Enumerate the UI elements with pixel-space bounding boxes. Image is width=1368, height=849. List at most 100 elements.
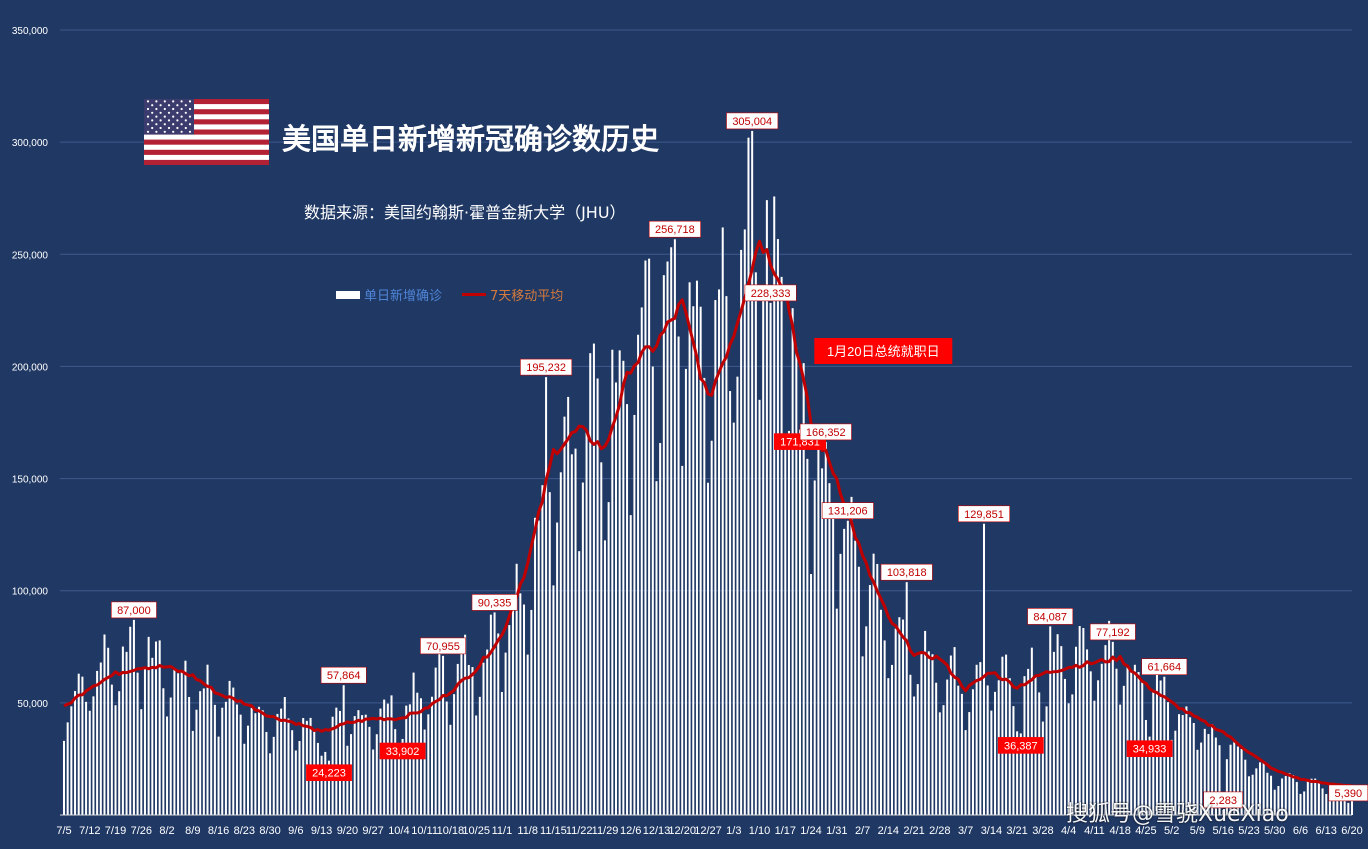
flag-star (155, 130, 158, 133)
data-label-box (726, 112, 779, 130)
daily-bar (718, 289, 721, 815)
daily-bar (504, 652, 507, 815)
daily-bar (1049, 626, 1052, 815)
daily-bar (261, 710, 264, 815)
daily-bar (1192, 722, 1195, 815)
daily-bar (537, 520, 540, 815)
daily-bar (905, 582, 908, 815)
daily-bar (596, 378, 599, 815)
daily-bar (769, 302, 772, 815)
data-label-box (957, 505, 1010, 523)
daily-bar (916, 684, 919, 815)
daily-bar (180, 671, 183, 815)
data-label-box (997, 737, 1044, 754)
daily-bar (887, 678, 890, 815)
y-tick-label: 250,000 (12, 250, 49, 261)
daily-bar (821, 468, 824, 815)
daily-bar (589, 353, 592, 815)
flag-star (163, 123, 166, 126)
flag-star (188, 107, 192, 111)
x-tick-label: 10/4 (388, 825, 409, 837)
daily-bar (633, 414, 636, 815)
daily-bar (1306, 781, 1309, 815)
daily-bar (1030, 647, 1033, 815)
daily-bar (228, 680, 231, 815)
daily-bar (1052, 651, 1055, 815)
data-labels: 87,000 24,223 57,864 33,902 70,955 90,335 195,… (111, 112, 1368, 809)
daily-bar (876, 563, 879, 815)
daily-bar (618, 350, 621, 815)
data-label: 228,333 (751, 288, 791, 300)
daily-bar (1063, 678, 1066, 815)
daily-bar (530, 609, 533, 815)
chart-title: 美国单日新增新冠确诊数历史 (282, 122, 660, 156)
daily-bar (408, 704, 411, 815)
daily-bar (982, 523, 986, 815)
daily-bar (1185, 706, 1188, 815)
daily-bar (626, 404, 629, 815)
flag-star (167, 111, 171, 114)
daily-bar (283, 697, 286, 815)
daily-bar (699, 306, 702, 815)
daily-bar (949, 655, 952, 815)
x-tick-label: 4/25 (1135, 825, 1156, 837)
daily-bar (280, 708, 283, 815)
daily-bar (1295, 781, 1298, 815)
daily-bar (235, 704, 238, 815)
daily-bar (979, 662, 982, 815)
us-flag-icon (144, 99, 269, 165)
legend-bar-label: 单日新增确诊 (364, 289, 443, 304)
daily-bar (254, 713, 257, 815)
daily-bar (1078, 626, 1081, 815)
daily-bar (1211, 724, 1214, 815)
y-tick-label: 150,000 (12, 475, 49, 486)
daily-bar (460, 652, 463, 815)
data-label: 195,232 (526, 362, 566, 374)
daily-bar (62, 740, 66, 815)
data-label: 5,390 (1335, 788, 1363, 800)
data-label-box (1126, 740, 1173, 758)
daily-bar (640, 307, 643, 815)
daily-bar (96, 670, 99, 815)
flag-star (167, 104, 171, 107)
x-tick-label: 1/3 (726, 825, 741, 837)
data-label: 87,000 (117, 605, 151, 617)
daily-bar (909, 674, 912, 815)
daily-bar (195, 709, 198, 815)
x-tick-label: 4/11 (1084, 825, 1105, 837)
daily-bar (1045, 706, 1048, 815)
daily-bar (129, 626, 132, 815)
flag-star (176, 126, 179, 130)
daily-bar (570, 454, 573, 815)
daily-bar (250, 707, 253, 815)
daily-bar (287, 718, 290, 815)
daily-bar (191, 730, 194, 815)
daily-bar (747, 137, 750, 815)
x-tick-label: 4/18 (1109, 825, 1130, 837)
daily-bar (1203, 728, 1206, 815)
daily-bar (670, 247, 673, 815)
daily-bar (1273, 789, 1276, 815)
daily-bar (298, 741, 301, 815)
x-tick-label: 2/7 (855, 825, 870, 837)
x-tick-label: 10/11 (411, 825, 438, 837)
daily-bar (500, 691, 503, 815)
daily-bar (964, 730, 967, 815)
daily-bar (511, 594, 514, 815)
daily-bar (162, 688, 165, 815)
daily-bar (210, 686, 213, 815)
daily-bar (924, 630, 927, 815)
x-tick-label: 11/1 (492, 825, 513, 837)
daily-bar (931, 654, 934, 815)
daily-bar (1012, 706, 1015, 815)
daily-bar (725, 296, 728, 815)
x-tick-label: 7/5 (56, 825, 71, 837)
daily-bar (243, 743, 246, 815)
daily-bar (269, 753, 272, 815)
daily-bar (879, 609, 882, 815)
daily-bar (199, 691, 202, 815)
x-tick-label: 11/8 (517, 825, 538, 837)
daily-bar (835, 608, 838, 815)
flag-star (180, 107, 183, 111)
daily-bar (736, 376, 739, 815)
